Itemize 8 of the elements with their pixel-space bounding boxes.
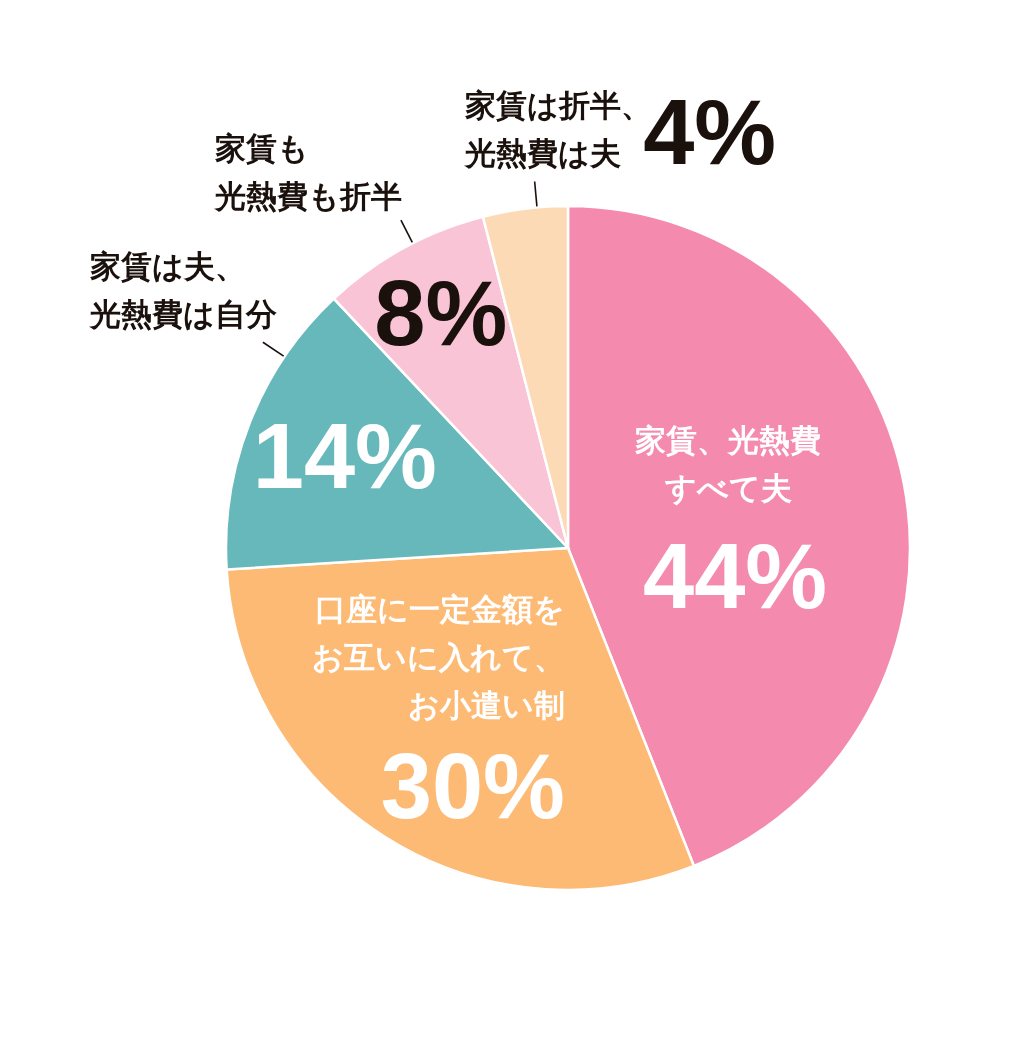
slice-label: 口座に一定金額をお互いに入れて、お小遣い制 — [311, 590, 565, 723]
data-label: 14% — [252, 404, 437, 507]
data-label: 30% — [380, 734, 565, 837]
data-label: 8% — [374, 261, 508, 364]
data-label: 44% — [643, 525, 828, 628]
slice-label: 家賃、光熱費すべて夫 — [635, 422, 822, 507]
slice-label: 家賃も光熱費も折半 — [212, 130, 402, 215]
slice-label: 家賃は夫、光熱費は自分 — [87, 248, 277, 333]
